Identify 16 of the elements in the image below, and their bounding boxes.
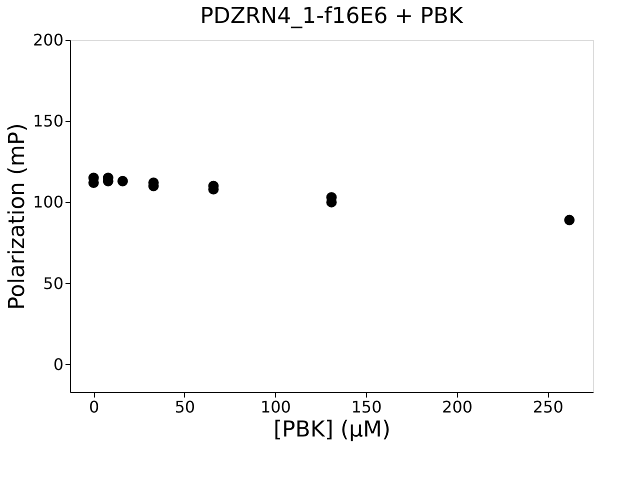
x-tick-label: 150 xyxy=(351,398,382,416)
x-tick-label: 50 xyxy=(174,398,196,416)
y-tick-label: 150 xyxy=(32,112,64,131)
y-tick-label: 50 xyxy=(43,274,64,293)
chart-title: PDZRN4_1-f16E6 + PBK xyxy=(200,4,464,29)
x-tick-label: 100 xyxy=(260,398,291,416)
y-tick-label: 0 xyxy=(53,354,64,374)
y-tick-label: 100 xyxy=(32,192,64,212)
x-tick-label: 250 xyxy=(532,398,564,416)
point xyxy=(117,176,128,186)
y-axis-title: Polarization (mP) xyxy=(4,123,30,310)
x-tick-label: 0 xyxy=(89,398,100,416)
x-tick-label: 200 xyxy=(442,398,473,416)
x-axis-title: [PBK] (μM) xyxy=(273,418,391,442)
point xyxy=(564,214,575,226)
y-tick-label: 200 xyxy=(32,30,64,50)
